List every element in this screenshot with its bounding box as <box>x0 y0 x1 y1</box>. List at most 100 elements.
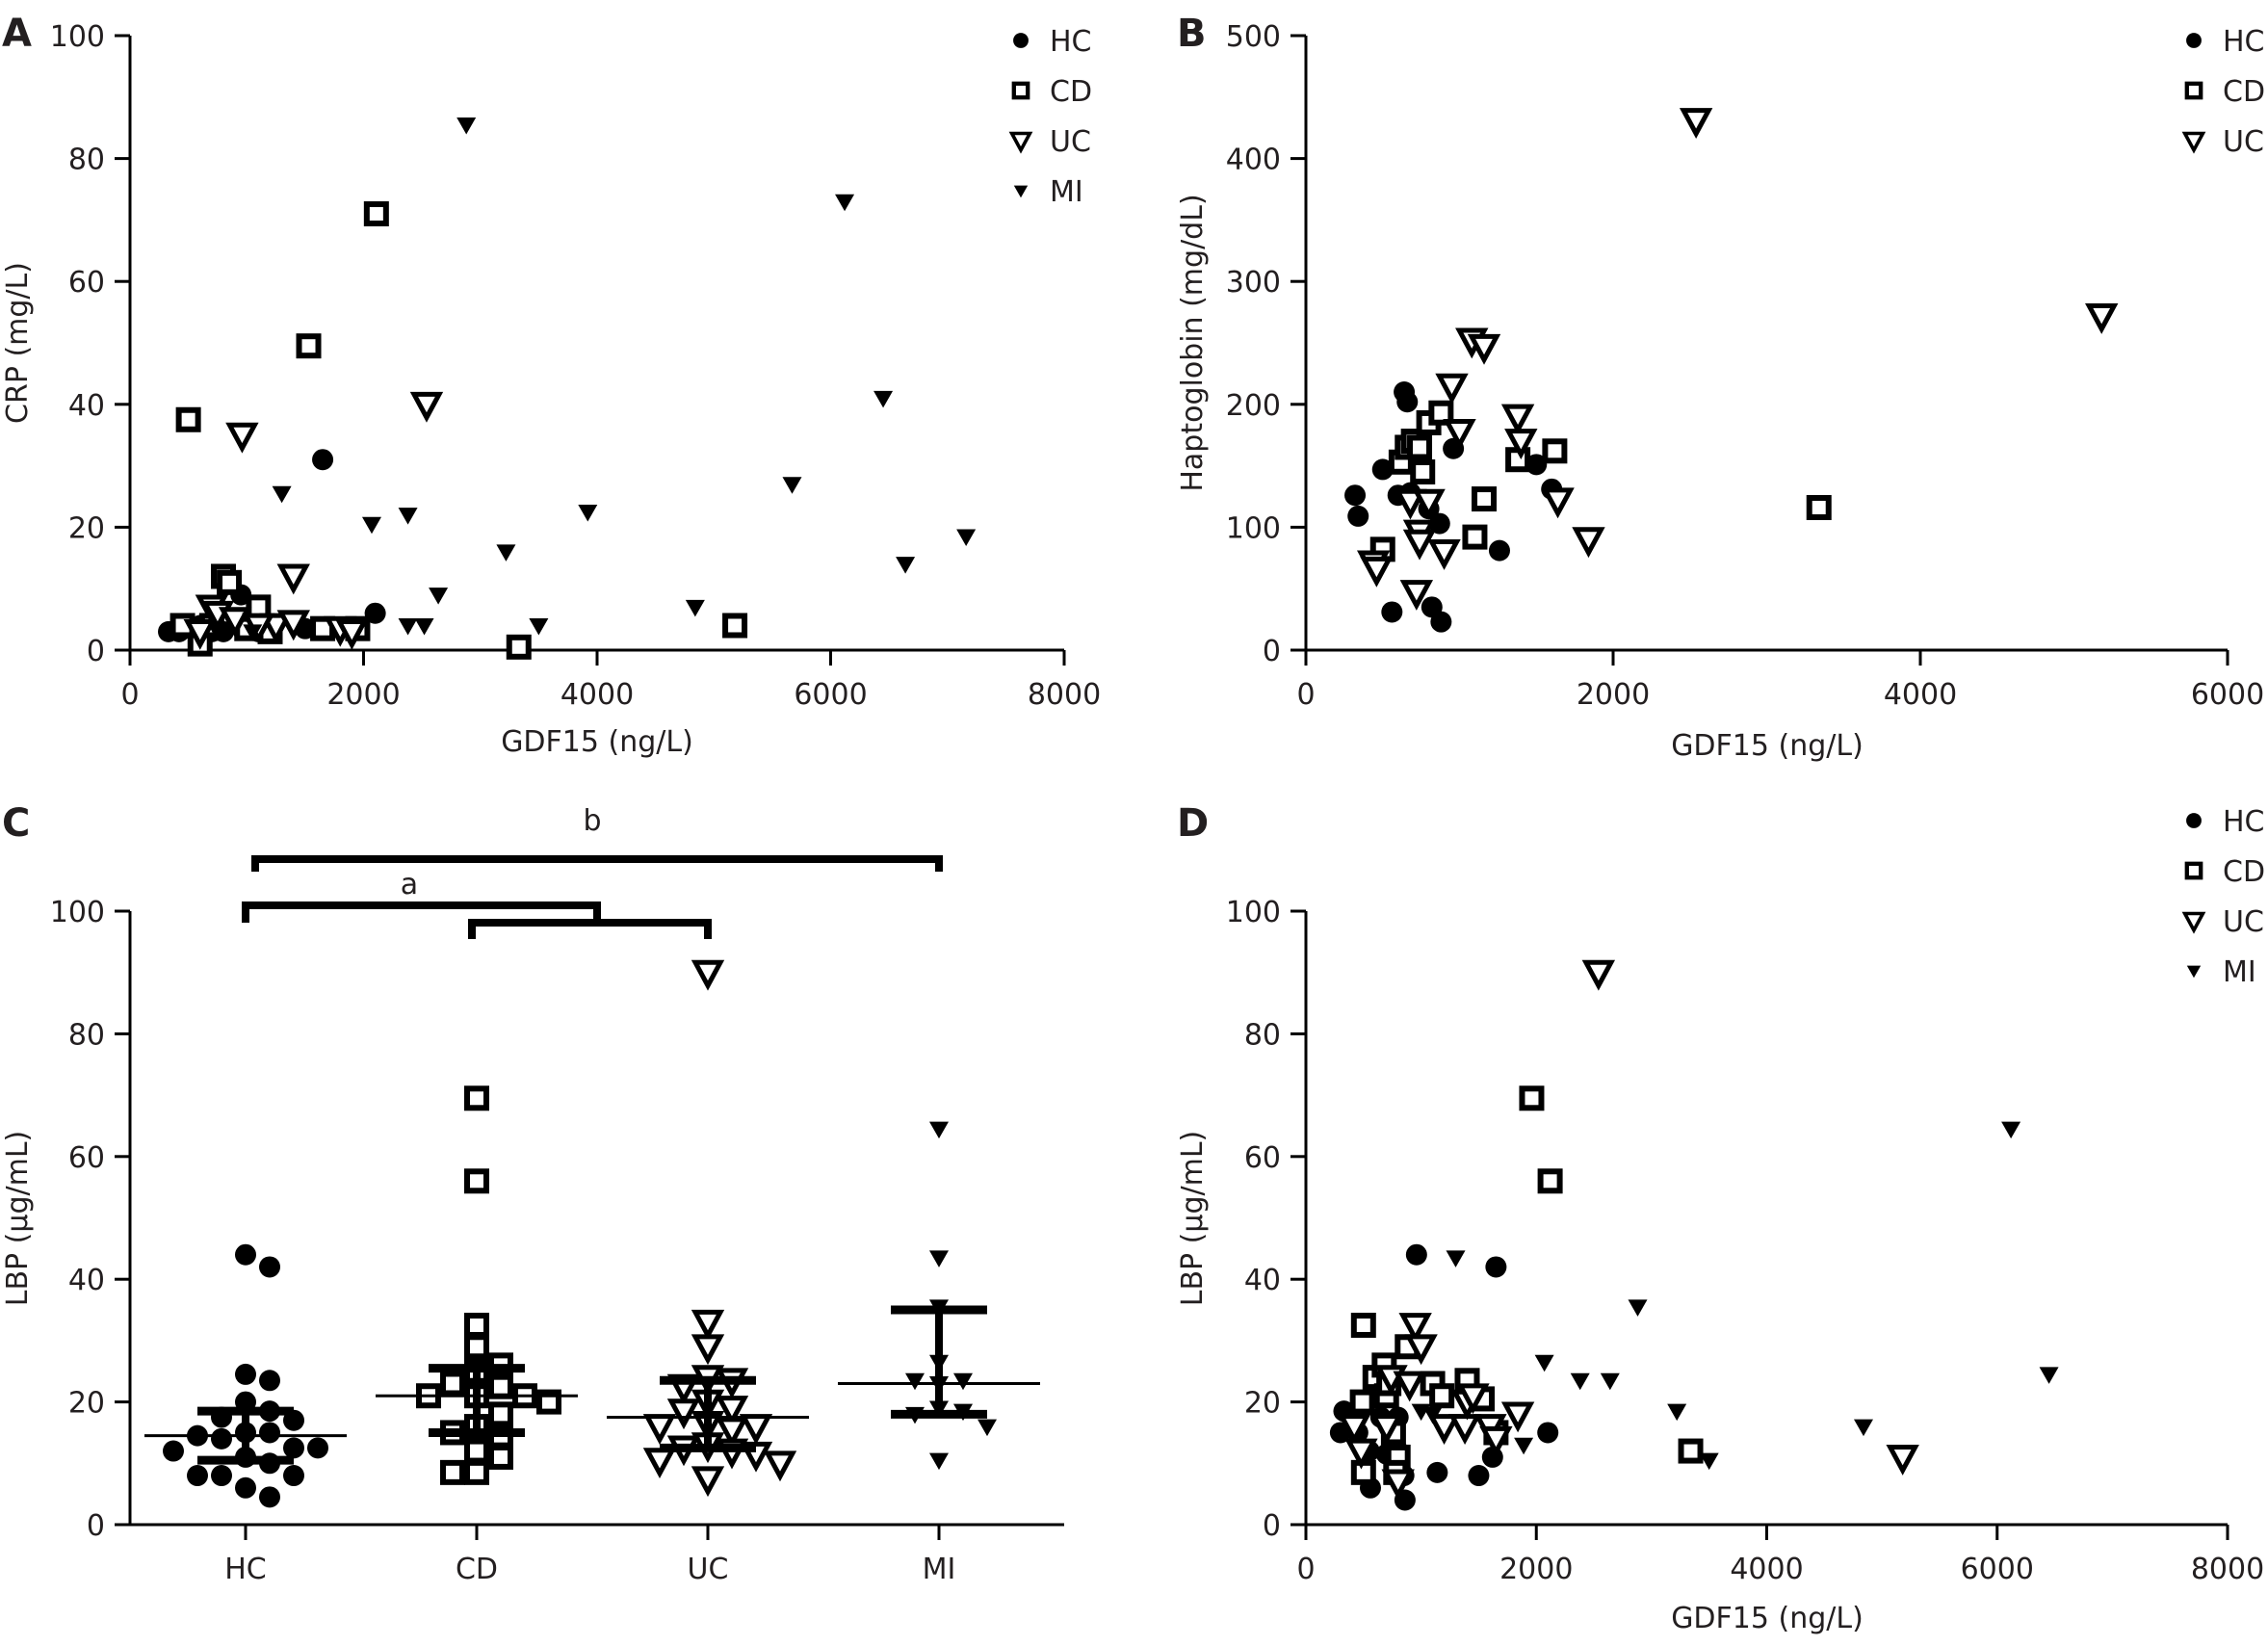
significance-bracket-cd-uc <box>468 919 712 939</box>
data-point-cd <box>488 1444 513 1470</box>
legend-marker-hc <box>2186 813 2202 828</box>
data-point-hc <box>259 1422 280 1444</box>
data-point-uc <box>1479 1425 1513 1457</box>
panel-b: B GDF15 (ng/L) Haptoglobin (mg/dL) 0 100 2… <box>1176 12 2265 763</box>
data-point-cd <box>175 406 201 432</box>
data-point-mi <box>1699 1452 1719 1471</box>
data-point-mi <box>929 1250 949 1267</box>
data-point-uc <box>218 607 252 639</box>
y-tick-label: 20 <box>68 511 105 545</box>
data-point-mi <box>2039 1367 2059 1384</box>
data-point-mi <box>456 118 477 135</box>
y-tick-label: 60 <box>68 1141 105 1175</box>
data-point-uc <box>225 422 259 454</box>
data-point-mi <box>1600 1372 1620 1391</box>
y-tick-label: 80 <box>68 144 105 177</box>
data-point-hc <box>1430 611 1452 633</box>
data-point-uc <box>1344 1438 1378 1470</box>
x-tick-label: 6000 <box>2191 678 2264 712</box>
data-point-hc <box>1381 601 1403 623</box>
data-point-uc <box>1394 488 1427 520</box>
data-point-uc <box>1360 556 1394 588</box>
data-point-mi <box>929 1121 949 1139</box>
x-tick-label: 6000 <box>794 678 867 712</box>
x-tick-label: 4000 <box>560 678 634 712</box>
legend-label-uc: UC <box>2223 125 2264 159</box>
data-point-cd <box>488 1401 513 1427</box>
y-tick-label: 100 <box>1226 511 1281 545</box>
data-point-hc <box>1488 539 1510 562</box>
data-point-cd <box>296 333 322 359</box>
y-tick-label: 100 <box>50 896 105 929</box>
data-point-hc <box>259 1370 280 1392</box>
significance-label-a: a <box>401 868 418 901</box>
y-tick-label: 500 <box>1226 20 1281 54</box>
data-point-mi <box>956 529 977 546</box>
data-point-mi <box>2001 1121 2021 1139</box>
legend-label-uc: UC <box>1050 125 1091 159</box>
data-point-hc <box>307 1437 328 1459</box>
data-point-cd <box>464 1085 489 1111</box>
x-tick-label: 0 <box>1296 678 1315 712</box>
data-point-mi <box>1446 1250 1466 1267</box>
panel-c-y-axis-title: LBP (µg/mL) <box>1 1131 35 1307</box>
data-point-uc <box>1404 1334 1438 1366</box>
data-point-hc <box>1468 1465 1490 1487</box>
data-point-uc <box>1393 1371 1426 1402</box>
legend-marker-uc <box>1008 131 1033 154</box>
data-point-mi <box>905 1372 925 1391</box>
data-point-mi <box>953 1372 973 1391</box>
panel-a: A GDF15 (ng/L) CRP (mg/L) 0 20 40 60 80 100 0 2… <box>1 12 1101 759</box>
y-tick-label: 20 <box>68 1387 105 1421</box>
data-point-cd <box>1428 400 1454 426</box>
x-tick-label: HC <box>224 1553 267 1586</box>
data-point-cd <box>1349 1389 1375 1415</box>
data-point-uc <box>1369 1414 1403 1445</box>
data-point-uc <box>1381 1469 1415 1501</box>
data-point-mi <box>1667 1403 1687 1422</box>
x-tick-label: 8000 <box>2191 1553 2264 1586</box>
data-point-mi <box>1570 1372 1590 1391</box>
data-point-cd <box>440 1371 465 1397</box>
data-point-uc <box>1886 1445 1919 1476</box>
data-point-mi <box>207 624 227 641</box>
data-point-uc <box>1398 1313 1432 1344</box>
significance-bracket-a <box>242 901 601 923</box>
y-tick-label: 400 <box>1226 144 1281 177</box>
legend-label-mi: MI <box>1050 175 1083 209</box>
data-point-uc <box>409 391 444 423</box>
data-point-hc <box>283 1437 304 1459</box>
data-point-uc <box>1412 488 1446 520</box>
y-tick-label: 20 <box>1244 1387 1281 1421</box>
panel-a-y-axis-title: CRP (mg/L) <box>1 262 35 424</box>
x-tick-label: 4000 <box>1884 678 1957 712</box>
data-point-uc <box>1399 580 1434 611</box>
data-point-cd <box>1542 438 1568 464</box>
y-tick-label: 100 <box>50 20 105 54</box>
panel-d-x-axis-title: GDF15 (ng/L) <box>1671 1602 1864 1635</box>
data-point-hc <box>1371 458 1394 481</box>
data-point-uc <box>1427 539 1461 570</box>
x-tick-label: 2000 <box>1499 1553 1573 1586</box>
legend-label-cd: CD <box>1050 75 1092 109</box>
data-point-cd <box>217 569 243 595</box>
data-point-uc <box>691 959 725 991</box>
data-point-uc <box>335 618 369 650</box>
y-tick-label: 40 <box>1244 1264 1281 1297</box>
data-point-mi <box>1422 1406 1443 1424</box>
data-point-uc <box>739 1414 773 1445</box>
panel-a-label: A <box>2 12 32 56</box>
data-point-uc <box>1338 1414 1371 1445</box>
data-point-cd <box>1429 1383 1455 1409</box>
panel-b-x-axis-title: GDF15 (ng/L) <box>1671 729 1864 763</box>
data-point-mi <box>978 1419 997 1437</box>
data-point-uc <box>1500 1401 1535 1433</box>
data-point-uc <box>1456 1383 1490 1415</box>
data-point-mi <box>835 194 855 212</box>
data-point-mi <box>429 588 449 605</box>
legend-label-cd: CD <box>2223 75 2265 109</box>
data-point-hc <box>235 1476 256 1499</box>
legend-marker-cd <box>2184 861 2203 880</box>
data-point-hc <box>1428 512 1450 535</box>
data-point-cd <box>1410 458 1436 484</box>
